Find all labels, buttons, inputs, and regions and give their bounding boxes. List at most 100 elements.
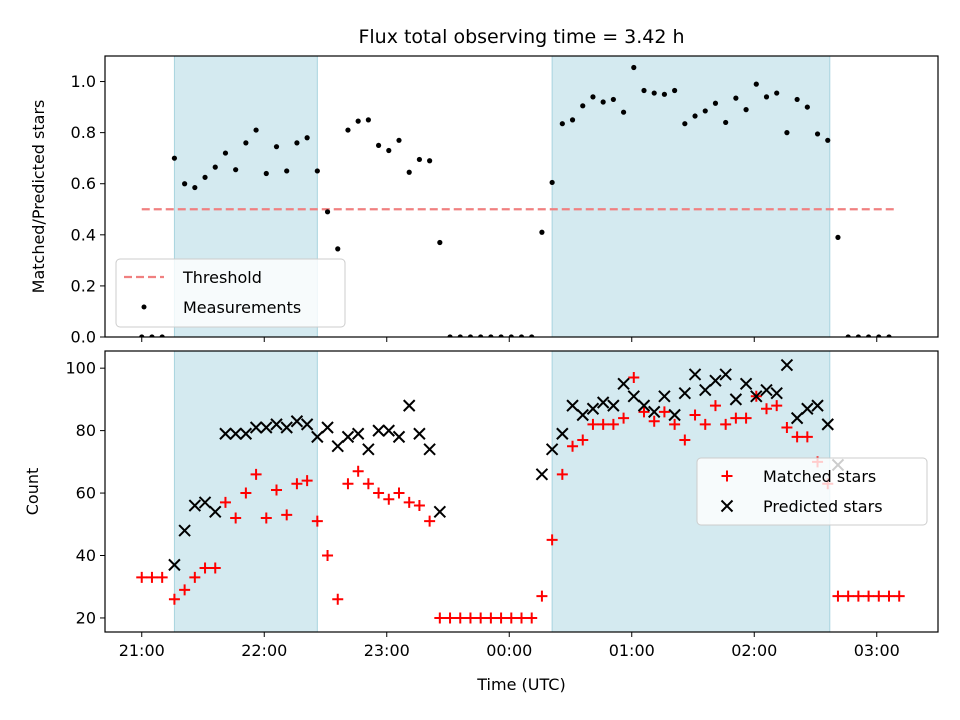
matched-star-point — [413, 500, 425, 512]
legend-threshold-label: Threshold — [182, 268, 262, 287]
predicted-star-point — [168, 558, 181, 572]
matched-star-point — [689, 409, 701, 421]
measurement-point — [437, 239, 443, 246]
predicted-star-point — [780, 358, 794, 372]
predicted-star-point — [249, 421, 263, 434]
measurement-point — [427, 158, 433, 164]
predicted-star-point — [198, 496, 212, 509]
measurement-point — [355, 118, 361, 124]
matched-star-point — [485, 612, 497, 624]
measurement-point — [416, 156, 423, 163]
measurement-point — [763, 94, 770, 100]
bottom-panel: 20 40 60 80 100 21:00 22:00 23:00 00:00 01:00 02:… — [23, 350, 939, 694]
predicted-star-point — [382, 424, 395, 437]
matched-star-point — [669, 418, 681, 430]
measurement-point — [529, 334, 535, 337]
matched-star-point — [607, 418, 619, 430]
measurement-point — [590, 94, 596, 100]
measurement-point — [845, 334, 851, 337]
matched-star-point — [179, 584, 191, 596]
matched-star-point — [556, 468, 568, 480]
matched-star-point — [648, 415, 660, 427]
predicted-star-point — [719, 368, 732, 381]
predicted-star-point — [209, 505, 222, 519]
predicted-star-point — [260, 421, 273, 434]
predicted-star-point — [270, 418, 283, 431]
x-axis-label: Time (UTC) — [476, 675, 565, 694]
matched-star-point — [444, 612, 456, 624]
predicted-star-point — [821, 418, 834, 431]
predicted-star-point — [280, 421, 293, 434]
measurement-point — [600, 99, 606, 105]
matched-star-point — [546, 534, 558, 546]
y-tick-label: 40 — [76, 546, 96, 565]
bottom-legend: Matched stars Predicted stars — [696, 457, 928, 526]
matched-star-point — [332, 593, 344, 605]
measurement-point — [865, 334, 872, 337]
measurement-point — [159, 334, 165, 337]
predicted-star-point — [321, 421, 334, 434]
predicted-star-point — [596, 396, 610, 409]
matched-star-point — [146, 571, 158, 583]
bottom-y-ticks: 20 40 60 80 100 — [65, 359, 105, 627]
measurement-point — [467, 334, 474, 337]
measurement-point — [692, 113, 698, 119]
measurement-point — [651, 90, 657, 96]
matched-star-point — [271, 484, 282, 496]
measurement-point — [149, 334, 155, 337]
measurement-point — [386, 147, 392, 154]
predicted-star-point — [678, 386, 692, 400]
measurement-point — [712, 100, 719, 106]
measurement-point — [324, 209, 331, 215]
matched-star-point — [260, 512, 272, 524]
legend-matched-swatch — [721, 470, 733, 482]
x-tick-label: 01:00 — [609, 641, 655, 660]
measurement-point — [855, 334, 861, 337]
y-tick-label: 0.0 — [71, 328, 96, 347]
predicted-star-point — [362, 443, 375, 456]
y-tick-label: 0.8 — [71, 123, 96, 142]
measurement-point — [641, 87, 647, 94]
matched-star-point — [577, 434, 589, 446]
measurement-point — [375, 142, 382, 149]
legend-predicted-swatch — [720, 499, 734, 513]
matched-star-point — [618, 412, 630, 424]
matched-star-point — [873, 590, 885, 602]
predicted-star-point — [545, 443, 559, 456]
matched-star-point — [189, 571, 201, 583]
measurement-point — [814, 131, 821, 137]
predicted-stars-points — [168, 358, 845, 572]
measurement-point — [539, 229, 545, 235]
matched-star-point — [893, 590, 905, 602]
predicted-star-point — [372, 424, 385, 437]
matched-star-point — [209, 562, 221, 574]
y-tick-label: 0.2 — [71, 276, 96, 295]
measurement-point — [804, 104, 810, 110]
matched-star-point — [658, 406, 670, 418]
matched-star-point — [403, 496, 415, 508]
matched-star-point — [597, 418, 609, 430]
matched-star-point — [136, 571, 148, 583]
legend-measurements-swatch — [141, 304, 147, 310]
measurement-point — [243, 140, 249, 146]
predicted-star-point — [311, 430, 324, 444]
measurement-point — [284, 168, 290, 174]
matched-star-point — [832, 590, 844, 602]
predicted-star-point — [658, 390, 671, 403]
measurement-point — [202, 174, 208, 180]
measurement-point — [876, 334, 882, 337]
matched-star-point — [464, 612, 476, 624]
matched-star-point — [505, 612, 517, 624]
measurement-point — [396, 137, 402, 143]
legend-matched-marker — [721, 470, 733, 482]
predicted-star-point — [627, 390, 640, 403]
matched-star-point — [709, 400, 721, 412]
measurement-point — [631, 64, 637, 71]
predicted-star-point — [699, 383, 712, 397]
measurement-point — [610, 96, 616, 103]
bottom-legend-box — [696, 457, 928, 526]
measurement-point — [549, 179, 555, 186]
top-panel: 0.0 0.2 0.4 0.6 0.8 1.0 Matched/Predicted sta… — [29, 55, 939, 347]
chart-title: Flux total observing time = 3.42 h — [358, 26, 684, 48]
